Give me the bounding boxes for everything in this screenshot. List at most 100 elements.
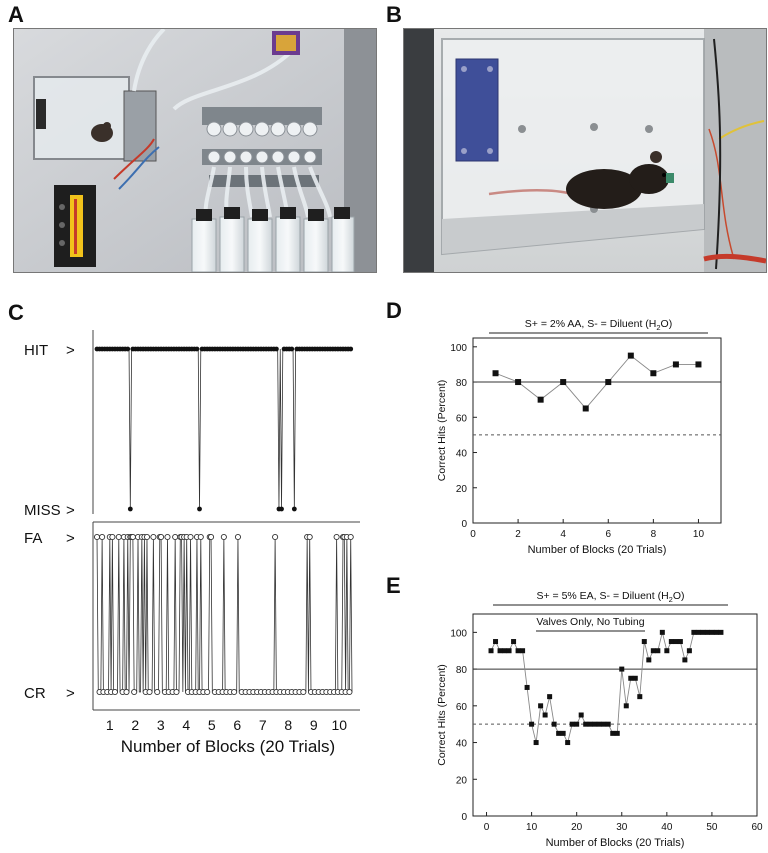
- x-axis-title: Number of Blocks (20 Trials): [546, 837, 685, 849]
- chart-d-plot: 0 20 40 60 80 100 0 2 4 6 8 10 Number of Blocks (20 …: [436, 318, 722, 556]
- fa-point: [150, 533, 157, 541]
- category-label-fa-arrow: >: [66, 530, 75, 547]
- miss-point: [127, 506, 133, 512]
- data-point: [565, 740, 571, 746]
- y-tick-label: 80: [456, 378, 468, 389]
- annotation-text-end: O): [673, 590, 685, 602]
- chart-d: 0 20 40 60 80 100 0 2 4 6 8 10 Number of Blocks (20 …: [436, 318, 722, 556]
- miss-point: [291, 506, 297, 512]
- data-point: [668, 639, 674, 645]
- data-point: [605, 379, 612, 386]
- data-point: [515, 648, 521, 654]
- y-tick-label: 20: [456, 484, 468, 495]
- x-tick-label: 0: [484, 822, 490, 833]
- photo-mouse-chamber: [403, 28, 767, 273]
- data-point: [695, 361, 702, 368]
- chart-c-labels: HIT > MISS > FA > CR >1 2 3 4 5 6 7 8 9 10 Number of Bloc…: [24, 342, 347, 756]
- data-point: [655, 648, 661, 654]
- category-label-fa: FA: [24, 530, 42, 547]
- fa-point: [220, 533, 227, 541]
- y-axis-title: Correct Hits (Percent): [436, 380, 448, 482]
- data-point: [677, 639, 683, 645]
- data-point: [587, 721, 593, 727]
- x-tick-label: 1: [106, 717, 114, 733]
- sub-annotation-label: Valves Only, No Tubing: [536, 616, 644, 628]
- data-point: [619, 666, 625, 672]
- data-point: [686, 648, 692, 654]
- data-point: [596, 721, 602, 727]
- data-point: [695, 629, 701, 635]
- hit-point: [289, 346, 295, 352]
- cr-point: [154, 688, 161, 696]
- olfactometer-illustration: [14, 29, 376, 272]
- hit-point: [273, 346, 279, 352]
- x-tick-label: 10: [526, 822, 538, 833]
- y-tick-label: 60: [456, 413, 468, 424]
- data-point: [569, 721, 575, 727]
- y-tick-label: 80: [456, 665, 468, 676]
- annotation-text: S+ = 2% AA, S- = Diluent (H: [525, 318, 657, 330]
- cr-point: [231, 688, 238, 696]
- fa-point: [272, 533, 279, 541]
- cr-point: [111, 688, 118, 696]
- data-point: [650, 648, 656, 654]
- data-point: [700, 629, 706, 635]
- panel-letter-a: A: [8, 2, 24, 27]
- y-tick-label: 20: [456, 775, 468, 786]
- data-point: [691, 629, 697, 635]
- data-point: [529, 721, 535, 727]
- x-tick-label: 40: [661, 822, 673, 833]
- cr-point: [300, 688, 307, 696]
- fa-point: [333, 533, 340, 541]
- panel-letter-d: D: [386, 298, 402, 323]
- x-tick-label: 8: [284, 717, 292, 733]
- data-point: [560, 379, 567, 386]
- data-point: [492, 370, 499, 377]
- data-point: [713, 629, 719, 635]
- fa-point: [129, 533, 136, 541]
- x-tick-label: 4: [182, 717, 190, 733]
- x-tick-label: 9: [310, 717, 318, 733]
- data-point: [664, 648, 670, 654]
- data-point: [524, 684, 530, 690]
- chart-c-axes: [92, 330, 360, 711]
- data-point: [718, 629, 724, 635]
- data-point: [560, 730, 566, 736]
- x-tick-label: 0: [470, 529, 476, 540]
- hit-point: [125, 346, 131, 352]
- fa-point: [99, 533, 106, 541]
- data-point: [542, 712, 548, 718]
- data-point: [610, 730, 616, 736]
- data-point: [583, 721, 589, 727]
- category-label-hit-arrow: >: [66, 342, 75, 359]
- data-point: [628, 675, 634, 681]
- data-point: [574, 721, 580, 727]
- data-point: [497, 648, 503, 654]
- y-tick-label: 100: [450, 628, 467, 639]
- annotation-label: S+ = 5% EA, S- = Diluent (H2O): [536, 590, 684, 604]
- x-tick-label: 10: [693, 529, 705, 540]
- x-tick-label: 2: [131, 717, 139, 733]
- data-point: [493, 639, 499, 645]
- data-point: [646, 657, 652, 663]
- data-point: [605, 721, 611, 727]
- annotation-label: S+ = 2% AA, S- = Diluent (H2O): [525, 318, 672, 332]
- cr-point: [204, 688, 211, 696]
- chart-e-plot: 0 20 40 60 80 100 0 10 20 30 40 50 60 Number of Block…: [436, 590, 763, 849]
- data-point: [592, 721, 598, 727]
- annotation-subscript: 2: [656, 323, 660, 332]
- data-point: [601, 721, 607, 727]
- hit-miss-line: [97, 348, 352, 510]
- x-tick-label: 50: [706, 822, 718, 833]
- panel-letter-c: C: [8, 300, 24, 325]
- category-label-cr: CR: [24, 685, 46, 702]
- cr-point: [173, 688, 180, 696]
- fa-point: [93, 533, 101, 541]
- data-point: [650, 370, 657, 377]
- fa-point: [197, 533, 204, 541]
- fa-point: [172, 533, 179, 541]
- annotation-text: S+ = 5% EA, S- = Diluent (H: [536, 590, 668, 602]
- y-tick-label: 60: [456, 702, 468, 713]
- annotation-subscript: 2: [669, 595, 673, 604]
- chart-c: HIT > MISS > FA > CR >1 2 3 4 5 6 7 8 9 10 Number of Bloc…: [24, 330, 360, 756]
